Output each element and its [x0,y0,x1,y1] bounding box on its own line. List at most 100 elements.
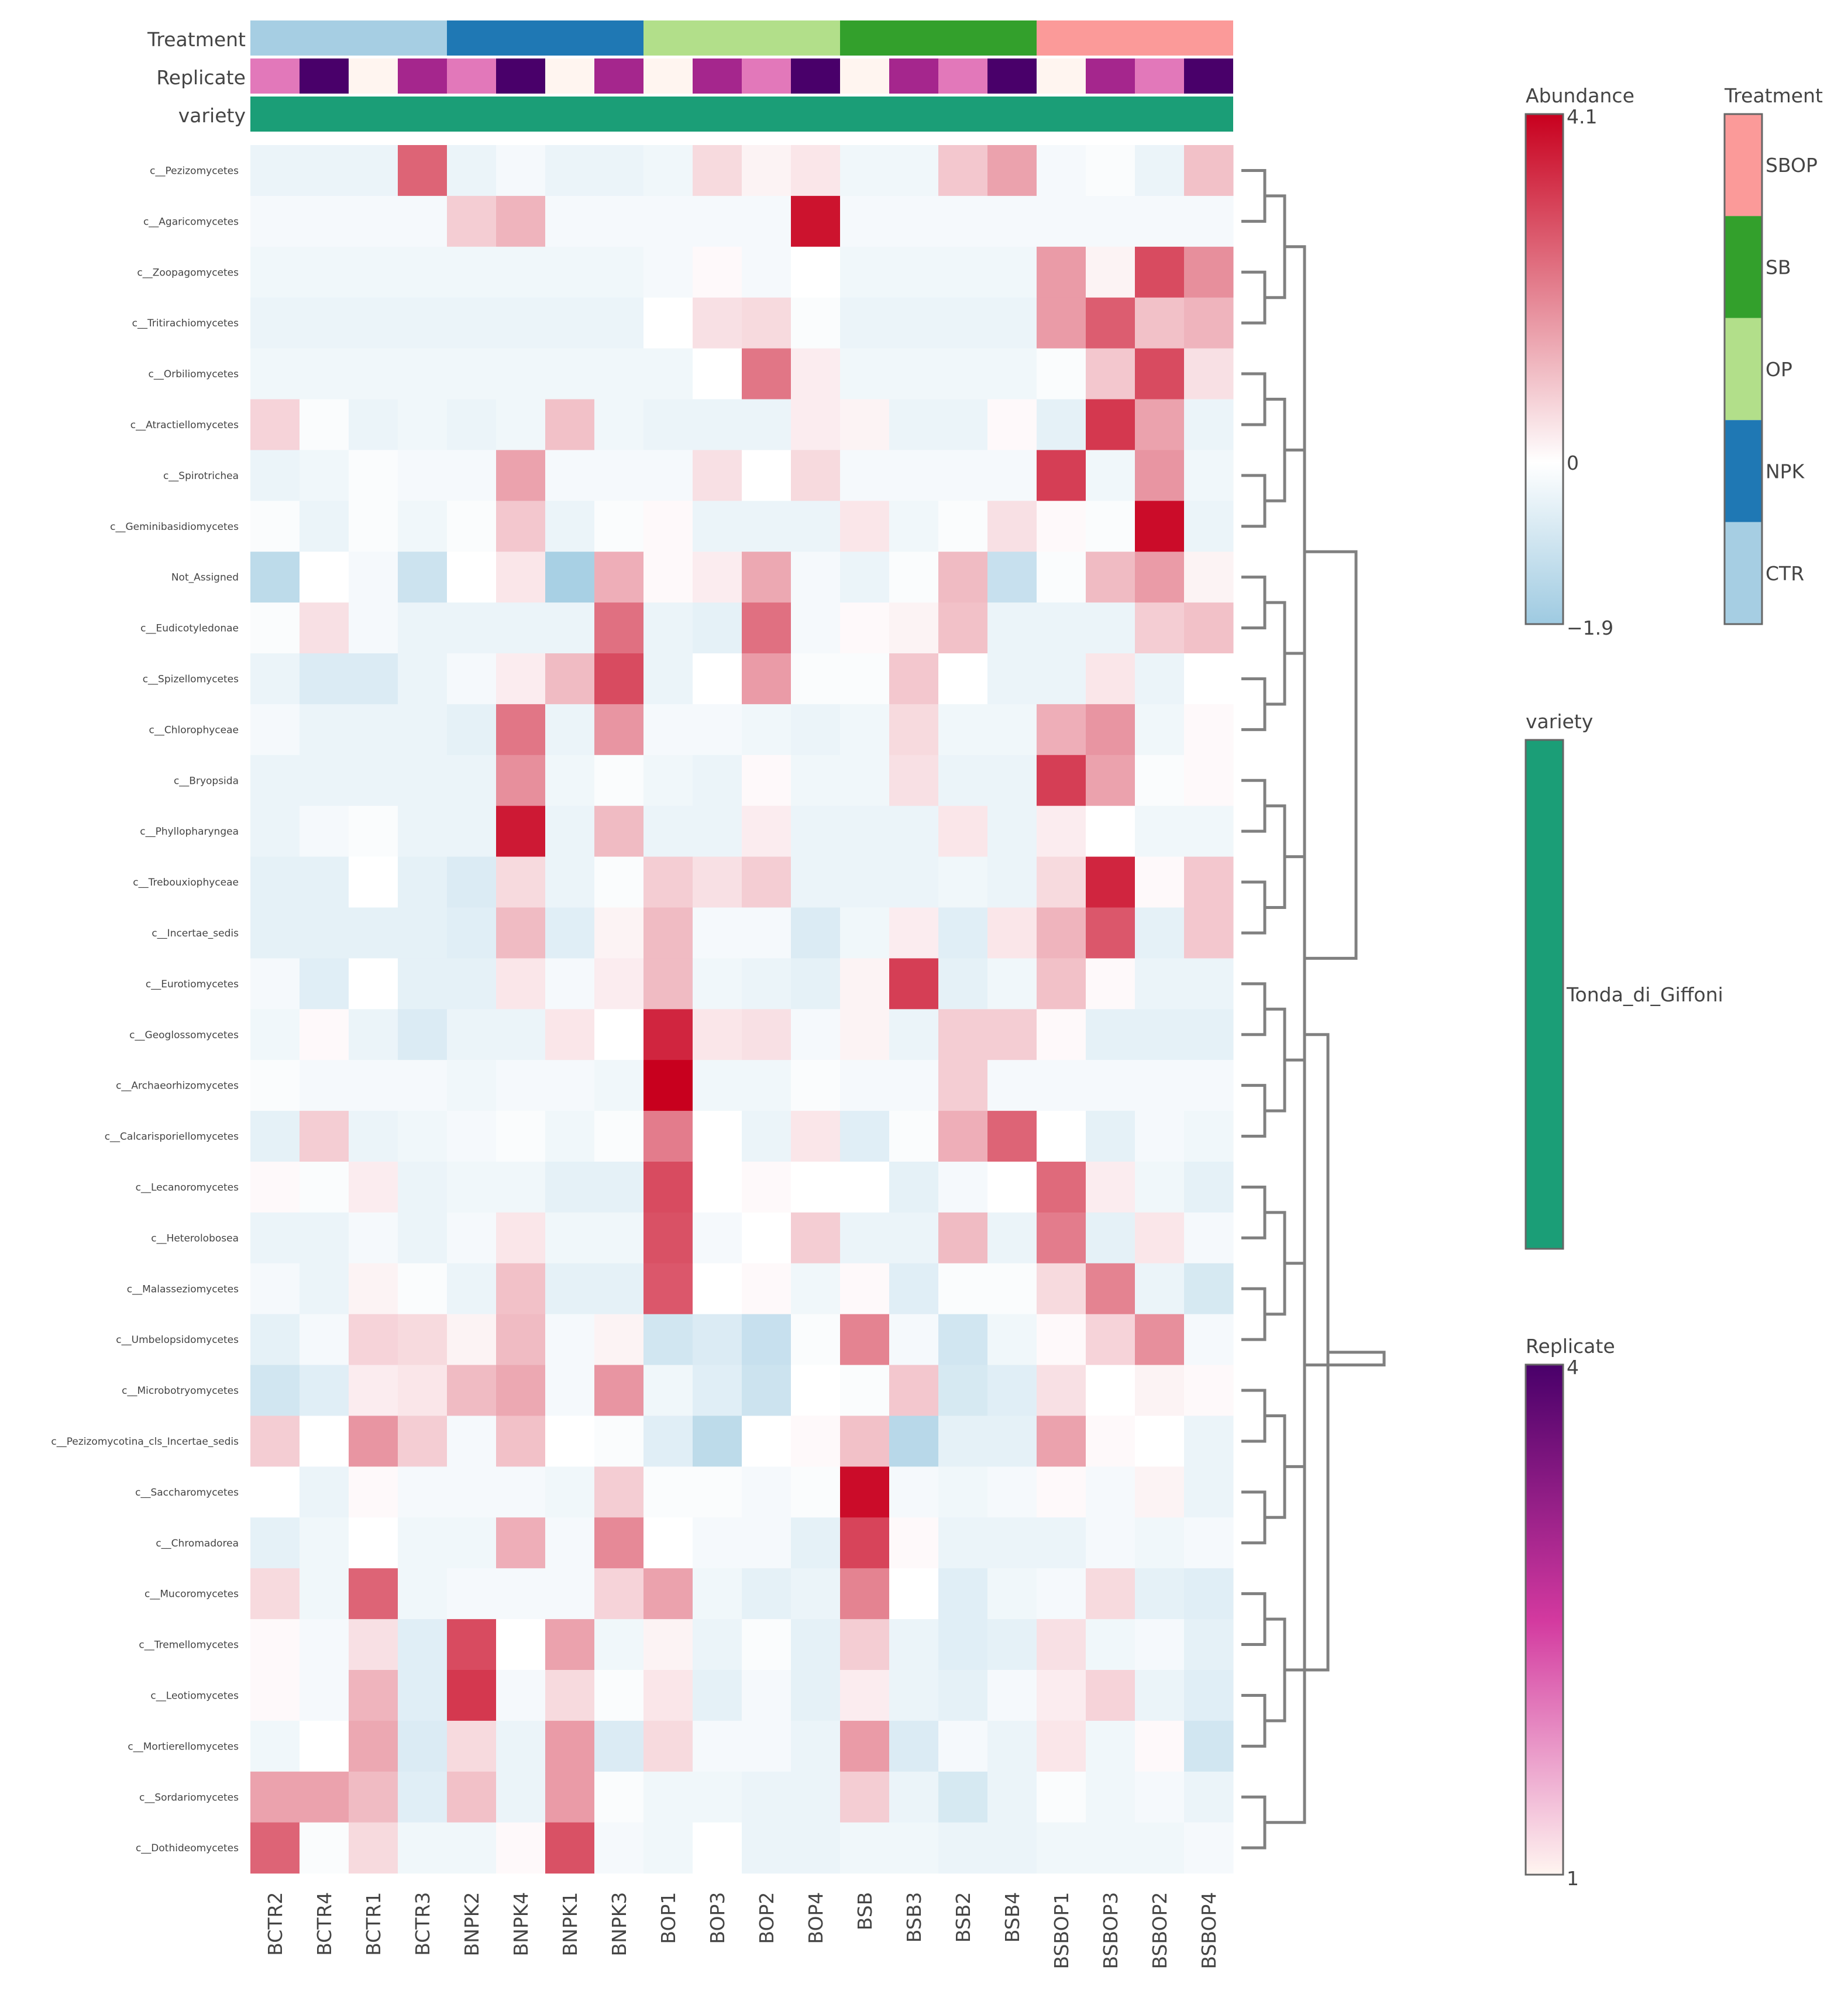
heatmap-cell [791,1822,841,1874]
heatmap-cell [1086,501,1135,552]
heatmap-cell [545,450,595,501]
heatmap-cell [938,246,988,298]
heatmap-cell [889,704,939,756]
heatmap-cell [349,805,398,857]
heatmap-cell [1135,348,1185,399]
dendrogram-link [1265,804,1286,909]
heatmap-cell [987,1720,1037,1772]
heatmap-cell [496,856,546,908]
heatmap-cell [693,653,742,705]
heatmap-cell [349,1111,398,1162]
heatmap-cell [545,1466,595,1518]
heatmap-cell [693,907,742,959]
heatmap-cell [693,399,742,450]
heatmap-cell [1184,704,1234,756]
heatmap-cell [349,1771,398,1823]
dendrogram-link [1285,1033,1330,1672]
heatmap-cell [1037,1162,1086,1213]
treatment-legend-swatch [1725,522,1762,624]
heatmap-cell [496,1060,546,1111]
heatmap-cell [545,1670,595,1721]
heatmap-cell [545,501,595,552]
heatmap-cell [250,1822,300,1874]
heatmap-cell [1135,653,1185,705]
heatmap-cell [889,1517,939,1569]
heatmap-cell [594,1415,644,1467]
treatment-legend-swatch [1725,420,1762,522]
heatmap-cell [987,1619,1037,1671]
heatmap-cell [643,297,693,349]
heatmap-cell [1086,1365,1135,1416]
heatmap-cell [693,1009,742,1060]
heatmap-cell [496,653,546,705]
row-label: c__Incertae_sedis [152,928,239,939]
heatmap-cell [250,704,300,756]
dendrogram-link [1265,1007,1286,1113]
heatmap-cell [889,1263,939,1315]
heatmap-cell [349,907,398,959]
heatmap-cell [1086,653,1135,705]
treatment-annotation-cell [1135,20,1184,56]
row-label: c__Malasseziomycetes [127,1283,239,1295]
abundance-min-label: −1.9 [1567,617,1613,639]
heatmap-cell [594,501,644,552]
heatmap-cell [496,1415,546,1467]
row-dendrogram [1241,168,1386,1850]
heatmap-cell [840,1415,890,1467]
heatmap-cell [1184,1263,1234,1315]
heatmap-cell [889,552,939,603]
heatmap-cell [643,1060,693,1111]
heatmap-cell [791,399,841,450]
replicate-max-label: 4 [1567,1356,1579,1379]
heatmap-cell [447,1670,497,1721]
heatmap-cell [496,552,546,603]
heatmap-cell [889,1415,939,1467]
heatmap-cell [840,1365,890,1416]
heatmap-cell [987,297,1037,349]
heatmap-cell [1037,1009,1086,1060]
heatmap-cell [447,246,497,298]
heatmap-cell [791,1263,841,1315]
heatmap-cell [987,1111,1037,1162]
heatmap-cell [398,1568,448,1620]
column-label: BOP3 [706,1892,729,1944]
heatmap-cell [496,1466,546,1518]
heatmap-cell [545,805,595,857]
annotation-labels: Treatment Replicate variety [147,28,246,127]
heatmap-cell [889,145,939,197]
heatmap-cell [693,1517,742,1569]
heatmap-cell [398,1263,448,1315]
heatmap-cell [1135,1009,1185,1060]
replicate-annotation-cell [496,58,545,94]
heatmap-cell [889,1212,939,1264]
heatmap-cell [791,1212,841,1264]
treatment-legend-label: OP [1766,358,1792,381]
heatmap-cell [250,195,300,247]
dendrogram-link [1241,576,1267,630]
heatmap-cell [1184,653,1234,705]
heatmap-cell [840,450,890,501]
dendrogram-link [1241,1795,1267,1850]
heatmap-cell [1184,1060,1234,1111]
heatmap-cell [398,246,448,298]
heatmap-cell [791,856,841,908]
heatmap-cell [349,1314,398,1366]
heatmap-cell [840,1263,890,1315]
heatmap-cell [300,653,349,705]
heatmap-cell [938,348,988,399]
heatmap-cell [594,1314,644,1366]
heatmap-cell [791,501,841,552]
heatmap-cell [447,1314,497,1366]
heatmap-cell [791,1517,841,1569]
heatmap-cell [889,501,939,552]
heatmap-cell [938,501,988,552]
heatmap-cell [791,907,841,959]
heatmap-cell [840,1314,890,1366]
heatmap-cell [742,1365,791,1416]
heatmap-cell [398,195,448,247]
heatmap-cell [693,958,742,1010]
heatmap-cell [1037,653,1086,705]
dendrogram-link [1241,1389,1267,1443]
heatmap-cell [643,1771,693,1823]
